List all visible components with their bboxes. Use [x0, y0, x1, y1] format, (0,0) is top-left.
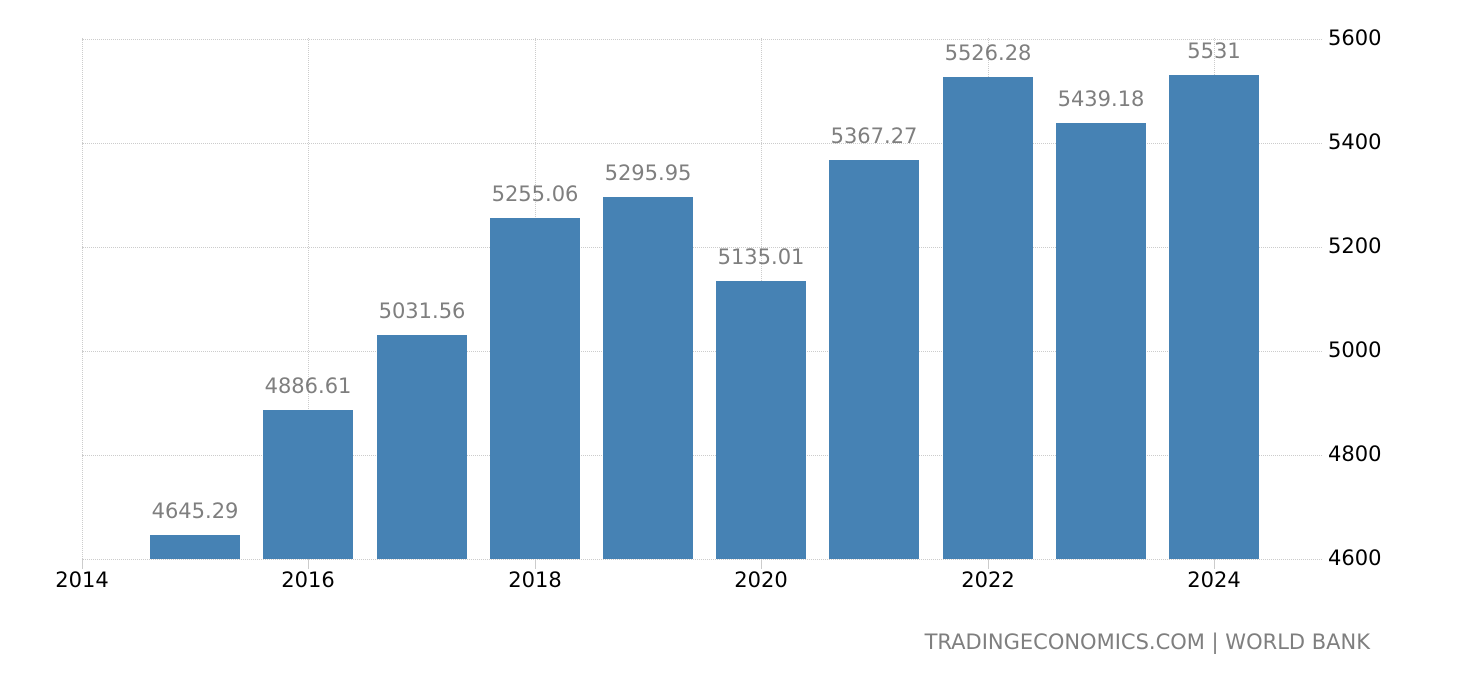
y-tick-label: 4600	[1328, 546, 1382, 570]
x-tick-mark	[1214, 559, 1215, 569]
x-tick-mark	[761, 559, 762, 569]
x-tick-mark	[535, 559, 536, 569]
bar-value-label: 4886.61	[264, 374, 352, 398]
source-attribution: TRADINGECONOMICS.COM | WORLD BANK	[924, 630, 1370, 654]
gridline-horizontal	[82, 351, 1322, 352]
x-tick-mark	[988, 559, 989, 569]
bar-value-label: 5531	[1187, 39, 1241, 63]
gridline-horizontal	[82, 39, 1322, 40]
bar-2018[interactable]	[490, 218, 580, 559]
bar-2024[interactable]	[1169, 75, 1259, 559]
bar-2016[interactable]	[263, 410, 353, 559]
gridline-vertical	[82, 38, 83, 559]
gridline-horizontal	[82, 143, 1322, 144]
bar-value-label: 5031.56	[378, 299, 466, 323]
x-tick-label: 2014	[55, 568, 109, 592]
y-tick-label: 5200	[1328, 234, 1382, 258]
bar-value-label: 5135.01	[717, 245, 805, 269]
x-tick-label: 2016	[281, 568, 335, 592]
gridline-horizontal	[82, 559, 1322, 560]
bar-2015[interactable]	[150, 535, 240, 559]
x-tick-label: 2022	[961, 568, 1015, 592]
bar-2023[interactable]	[1056, 123, 1146, 559]
bar-2020[interactable]	[716, 281, 806, 559]
x-tick-label: 2024	[1187, 568, 1241, 592]
x-tick-label: 2018	[508, 568, 562, 592]
bar-2019[interactable]	[603, 197, 693, 559]
bar-2017[interactable]	[377, 335, 467, 559]
x-tick-mark	[82, 559, 83, 569]
y-tick-label: 5000	[1328, 338, 1382, 362]
gridline-vertical	[308, 38, 309, 559]
bar-value-label: 5526.28	[944, 41, 1032, 65]
bar-value-label: 5367.27	[830, 124, 918, 148]
bar-value-label: 5295.95	[604, 161, 692, 185]
y-tick-label: 5400	[1328, 130, 1382, 154]
bar-2022[interactable]	[943, 77, 1033, 559]
y-tick-label: 4800	[1328, 442, 1382, 466]
bar-value-label: 4645.29	[151, 499, 239, 523]
gridline-horizontal	[82, 247, 1322, 248]
x-tick-label: 2020	[734, 568, 788, 592]
x-tick-mark	[308, 559, 309, 569]
y-tick-label: 5600	[1328, 26, 1382, 50]
bar-value-label: 5439.18	[1057, 87, 1145, 111]
bar-value-label: 5255.06	[491, 182, 579, 206]
gridline-horizontal	[82, 455, 1322, 456]
bar-2021[interactable]	[829, 160, 919, 559]
